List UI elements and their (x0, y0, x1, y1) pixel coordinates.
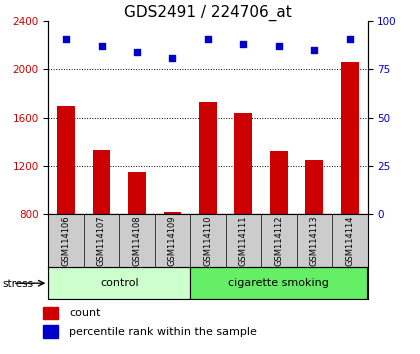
Bar (341, 62, 359, 214)
Text: GSM114107: GSM114107 (97, 215, 106, 266)
Bar (190, 267, 368, 299)
Text: control: control (100, 278, 139, 288)
Text: GSM114106: GSM114106 (62, 215, 71, 266)
Bar (43, 325, 58, 338)
Point (205, 36, 211, 41)
Bar (305, 160, 323, 214)
Title: GDS2491 / 224706_at: GDS2491 / 224706_at (124, 5, 292, 21)
Bar (199, 102, 217, 214)
Bar (270, 152, 288, 214)
Text: GSM114112: GSM114112 (274, 216, 284, 266)
Point (98, 44, 105, 49)
Text: count: count (69, 308, 101, 318)
Bar (234, 113, 252, 214)
Point (276, 44, 282, 49)
Text: GSM114114: GSM114114 (345, 216, 354, 266)
Text: GSM114109: GSM114109 (168, 216, 177, 266)
Bar (163, 212, 181, 214)
Text: percentile rank within the sample: percentile rank within the sample (69, 327, 257, 337)
Point (311, 47, 318, 53)
Point (169, 55, 176, 61)
Text: GSM114108: GSM114108 (132, 215, 142, 266)
Text: stress: stress (2, 279, 33, 289)
Bar (48, 267, 190, 299)
Text: GSM114113: GSM114113 (310, 215, 319, 266)
Point (346, 36, 353, 41)
Point (240, 41, 247, 47)
Point (134, 49, 140, 55)
Bar (57, 105, 75, 214)
Text: cigarette smoking: cigarette smoking (228, 278, 329, 288)
Bar (128, 172, 146, 214)
Bar (43, 307, 58, 319)
Text: GSM114110: GSM114110 (203, 216, 213, 266)
Text: GSM114111: GSM114111 (239, 216, 248, 266)
Point (63, 36, 69, 41)
Bar (93, 150, 110, 214)
